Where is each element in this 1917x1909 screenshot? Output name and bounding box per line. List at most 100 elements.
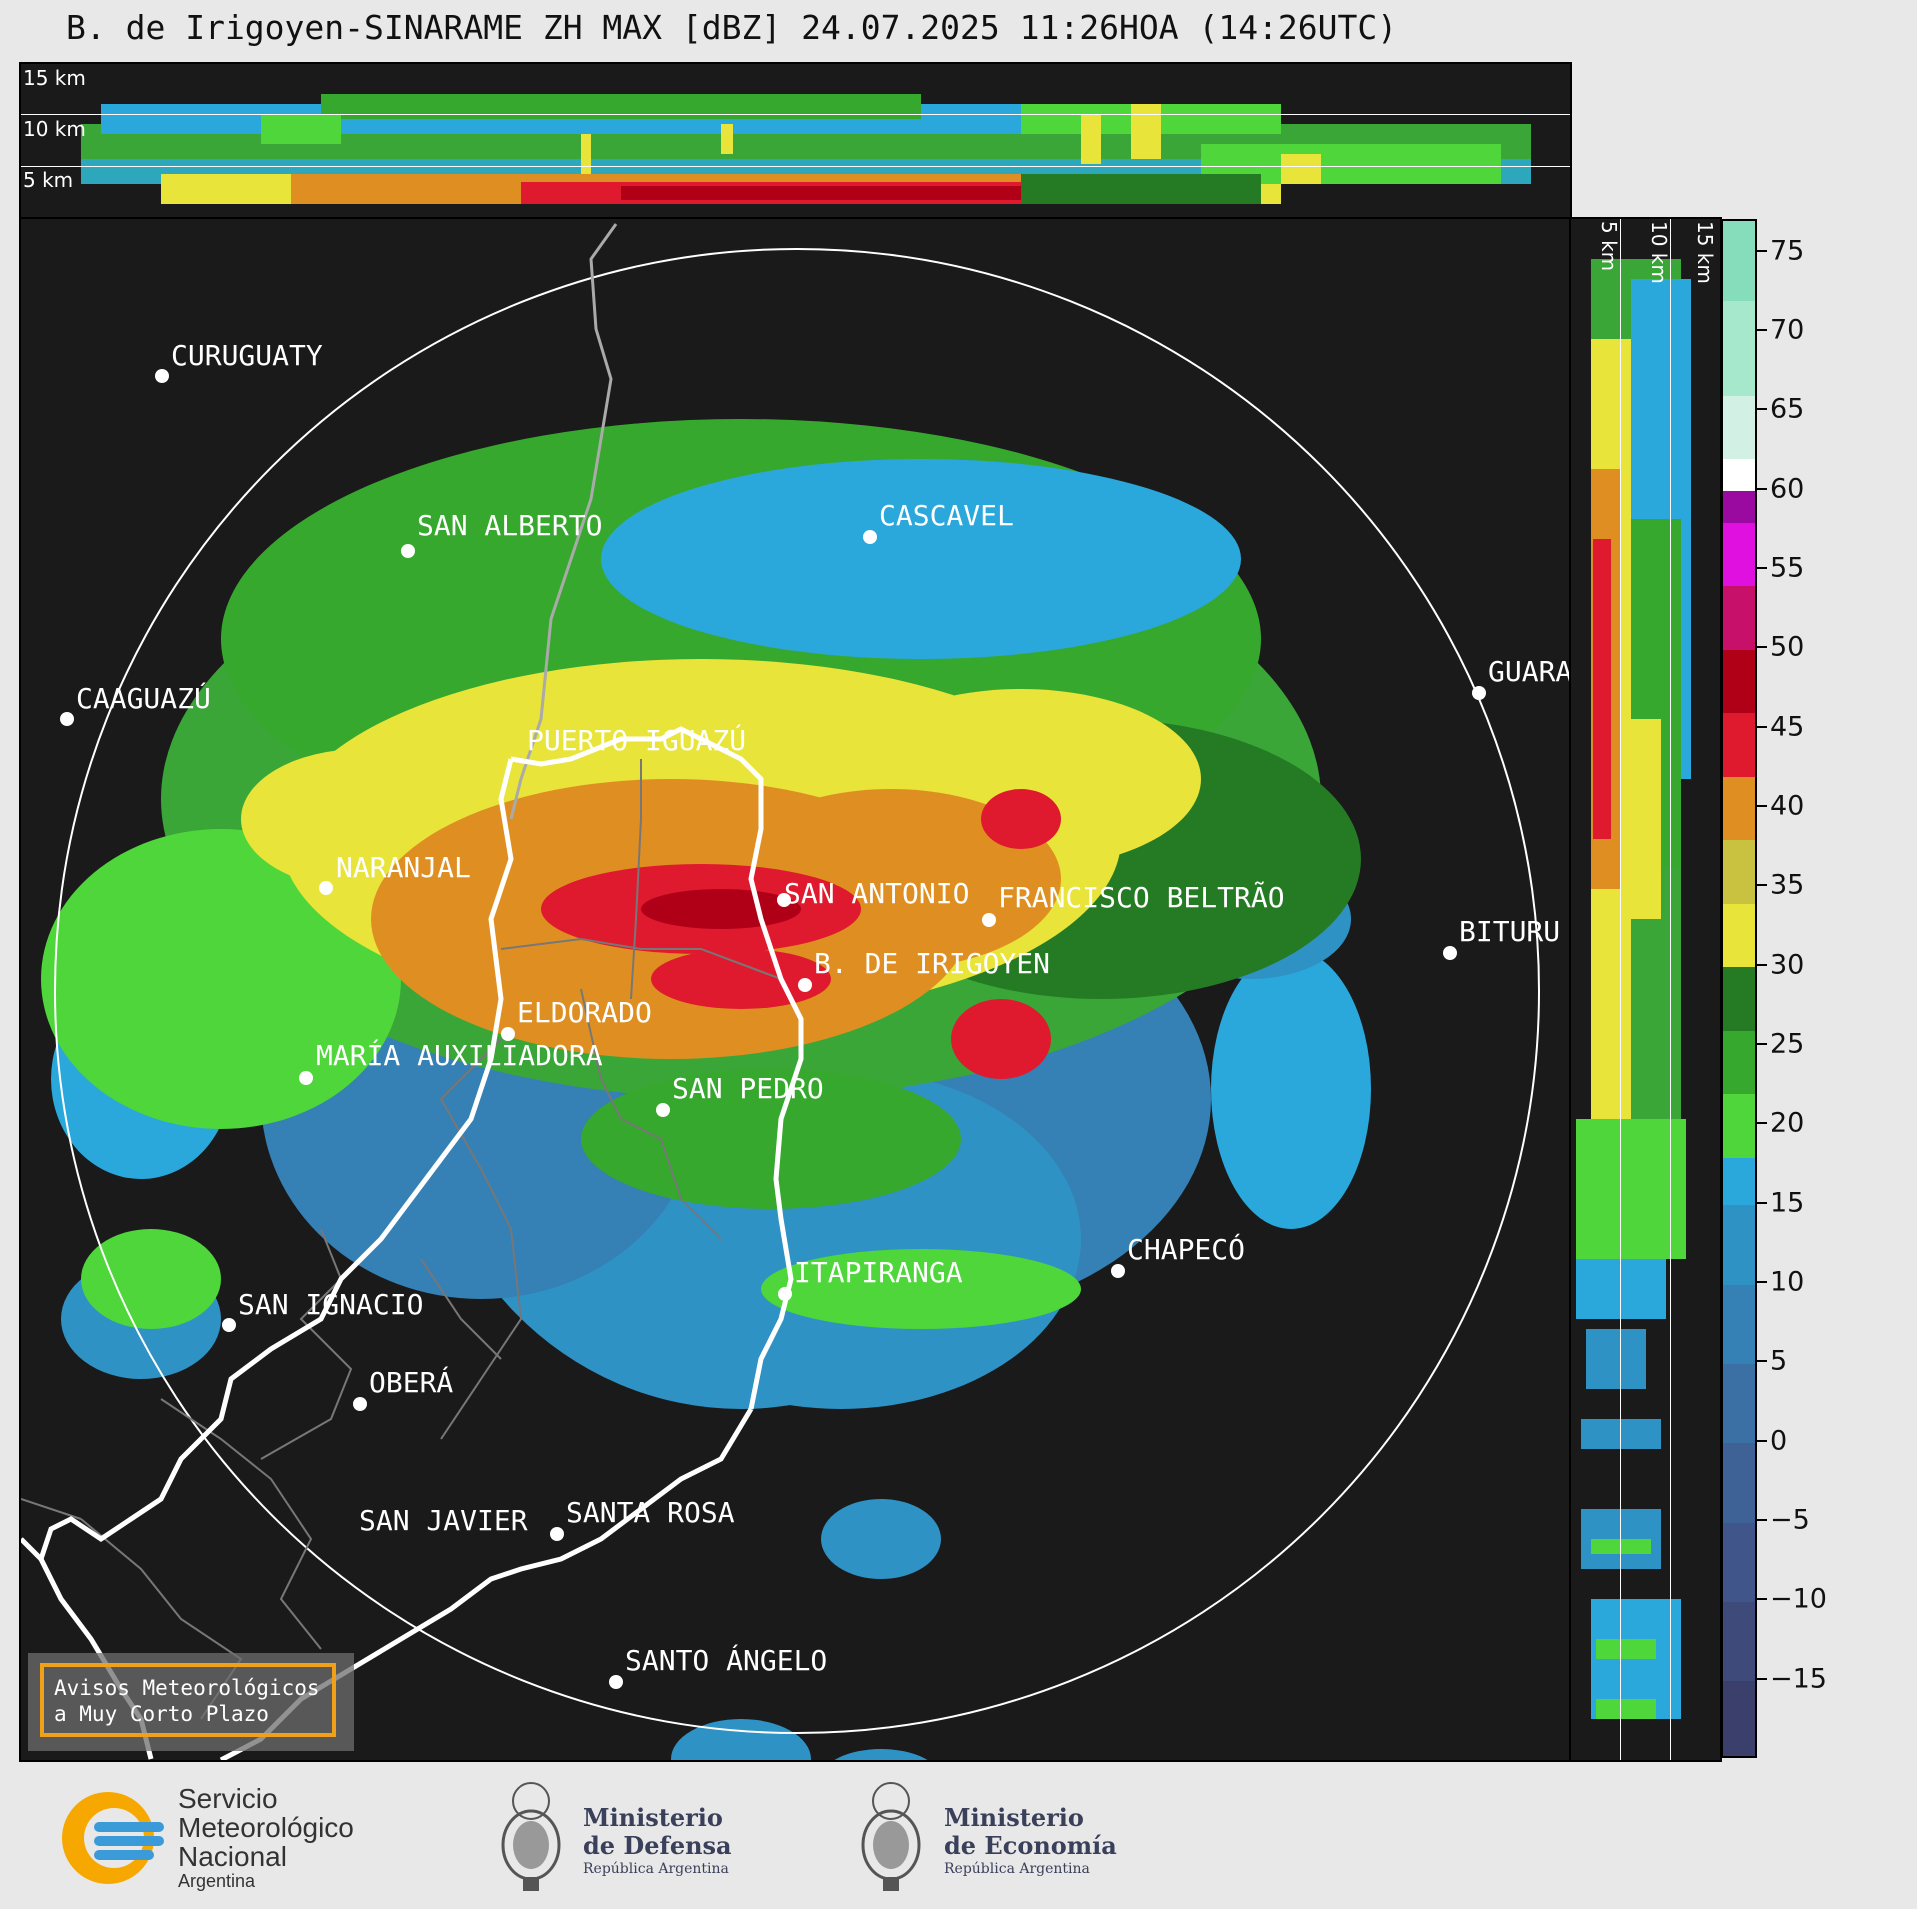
- colorbar-band-16: [1723, 585, 1755, 650]
- colorbar-tick: [1757, 1043, 1767, 1046]
- city-dot-chapeco: [1111, 1264, 1125, 1278]
- colorbar-tick-label: 10: [1770, 1266, 1805, 1298]
- radar-ppi-panel: CURUGUATY SAN ALBERTO CASCAVEL CAAGUAZÚ …: [19, 217, 1572, 1762]
- international-border: [509, 223, 618, 820]
- defensa-text: Ministerio de Defensa República Argentin…: [583, 1804, 732, 1878]
- city-dot-curuguaty: [155, 369, 169, 383]
- city-dot-b-de-irigoyen: [798, 978, 812, 992]
- side-cross-section-panel: 5 km 10 km 15 km: [1569, 217, 1722, 1762]
- city-label-bituru: BITURU: [1459, 915, 1560, 948]
- colorbar-tick: [1757, 408, 1767, 411]
- city-dot-francisco-beltrao: [982, 913, 996, 927]
- economia-line-3: República Argentina: [944, 1861, 1090, 1877]
- city-label-francisco-beltrao: FRANCISCO BELTRÃO: [998, 881, 1285, 914]
- colorbar-tick: [1757, 249, 1767, 252]
- city-markers: [60, 369, 1486, 1689]
- colorbar-tick-label: −10: [1770, 1583, 1827, 1615]
- coat-of-arms-icon: [501, 1782, 561, 1891]
- colorbar-band-12: [1723, 839, 1755, 904]
- city-label-chapeco: CHAPECÓ: [1127, 1232, 1245, 1266]
- top-height-label-15: 15 km: [23, 66, 86, 90]
- colorbar-tick-label: 75: [1770, 235, 1805, 267]
- colorbar-band-11: [1723, 903, 1755, 968]
- height-line-10km: [21, 114, 1570, 115]
- city-dot-bituru: [1443, 946, 1457, 960]
- economia-line-1: Ministerio: [944, 1803, 1084, 1832]
- warning-banner-box: Avisos Meteorológicos a Muy Corto Plazo: [40, 1663, 336, 1737]
- colorbar-tick: [1757, 1598, 1767, 1601]
- colorbar-tick: [1757, 805, 1767, 808]
- city-label-san-antonio: SAN ANTONIO: [784, 877, 969, 910]
- city-dot-obera: [353, 1397, 367, 1411]
- colorbar-tick: [1757, 1677, 1767, 1680]
- colorbar-tick-label: 45: [1770, 711, 1805, 743]
- top-echo-profile: [81, 94, 1531, 204]
- city-dot-san-antonio: [777, 893, 791, 907]
- colorbar-tick: [1757, 1122, 1767, 1125]
- colorbar-band-17: [1723, 522, 1755, 587]
- city-label-guara: GUARA: [1488, 655, 1570, 688]
- colorbar-tick-label: 35: [1770, 869, 1805, 901]
- colorbar-tick-label: 25: [1770, 1028, 1805, 1060]
- colorbar-tick-label: 60: [1770, 473, 1805, 505]
- colorbar-tick-label: 40: [1770, 790, 1805, 822]
- banner-line-2: a Muy Corto Plazo: [54, 1702, 269, 1726]
- range-ring: [54, 248, 1540, 1734]
- smn-line-4: Argentina: [178, 1871, 256, 1891]
- colorbar-tick: [1757, 646, 1767, 649]
- colorbar-band-8: [1723, 1093, 1755, 1158]
- side-echo-profile: [1576, 259, 1691, 1719]
- colorbar-tick: [1757, 884, 1767, 887]
- colorbar-band-3: [1723, 1442, 1755, 1523]
- city-label-santo-angelo: SANTO ÁNGELO: [625, 1643, 827, 1677]
- echo-layer-intense: [541, 789, 1061, 1079]
- side-height-label-5: 5 km: [1597, 221, 1621, 272]
- banner-line-1: Avisos Meteorológicos: [54, 1676, 320, 1700]
- colorbar-band-19: [1723, 458, 1755, 492]
- colorbar-band-7: [1723, 1157, 1755, 1206]
- colorbar: [1721, 219, 1757, 1758]
- city-dot-santa-rosa: [550, 1527, 564, 1541]
- economia-text: Ministerio de Economía República Argenti…: [944, 1804, 1117, 1878]
- smn-line-2: Meteorológico: [178, 1812, 354, 1843]
- colorbar-tick-label: 55: [1770, 552, 1805, 584]
- colorbar-band-5: [1723, 1284, 1755, 1364]
- page-title: B. de Irigoyen-SINARAME ZH MAX [dBZ] 24.…: [66, 8, 1398, 47]
- city-dot-maria-auxiliadora: [299, 1071, 313, 1085]
- colorbar-band-13: [1723, 776, 1755, 841]
- city-label-curuguaty: CURUGUATY: [171, 339, 323, 372]
- colorbar-tick: [1757, 1201, 1767, 1204]
- city-dot-guara: [1472, 686, 1486, 700]
- colorbar-tick: [1757, 329, 1767, 332]
- colorbar-tick: [1757, 1439, 1767, 1442]
- city-dot-eldorado: [501, 1027, 515, 1041]
- city-dot-san-alberto: [401, 544, 415, 558]
- colorbar-band-20: [1723, 395, 1755, 460]
- city-labels: CURUGUATY SAN ALBERTO CASCAVEL CAAGUAZÚ …: [76, 339, 1570, 1677]
- colorbar-tick: [1757, 1519, 1767, 1521]
- colorbar-band-1: [1723, 1601, 1755, 1682]
- smn-logo-text: Servicio Meteorológico Nacional Argentin…: [178, 1784, 354, 1891]
- colorbar-tick: [1757, 1281, 1767, 1284]
- defensa-line-2: de Defensa: [583, 1831, 732, 1860]
- colorbar-tick-label: 0: [1770, 1425, 1788, 1457]
- city-label-eldorado: ELDORADO: [517, 996, 652, 1029]
- colorbar-band-15: [1723, 649, 1755, 714]
- city-dot-caaguazu: [60, 712, 74, 726]
- colorbar-band-10: [1723, 966, 1755, 1031]
- colorbar-tick: [1757, 1360, 1767, 1363]
- colorbar-tick-label: 50: [1770, 631, 1805, 663]
- smn-logo: [56, 1788, 166, 1888]
- height-line-5km: [21, 166, 1570, 167]
- colorbar-tick: [1757, 487, 1767, 490]
- city-dot-san-ignacio: [222, 1318, 236, 1332]
- defensa-line-1: Ministerio: [583, 1803, 723, 1832]
- colorbar-tick-label: 30: [1770, 949, 1805, 981]
- city-label-naranjal: NARANJAL: [336, 851, 471, 884]
- smn-logo-icon: [62, 1792, 164, 1884]
- side-height-label-10: 10 km: [1647, 221, 1671, 284]
- colorbar-band-6: [1723, 1204, 1755, 1285]
- colorbar-band-22: [1723, 221, 1755, 301]
- economia-line-2: de Economía: [944, 1831, 1117, 1860]
- city-label-san-ignacio: SAN IGNACIO: [238, 1288, 423, 1321]
